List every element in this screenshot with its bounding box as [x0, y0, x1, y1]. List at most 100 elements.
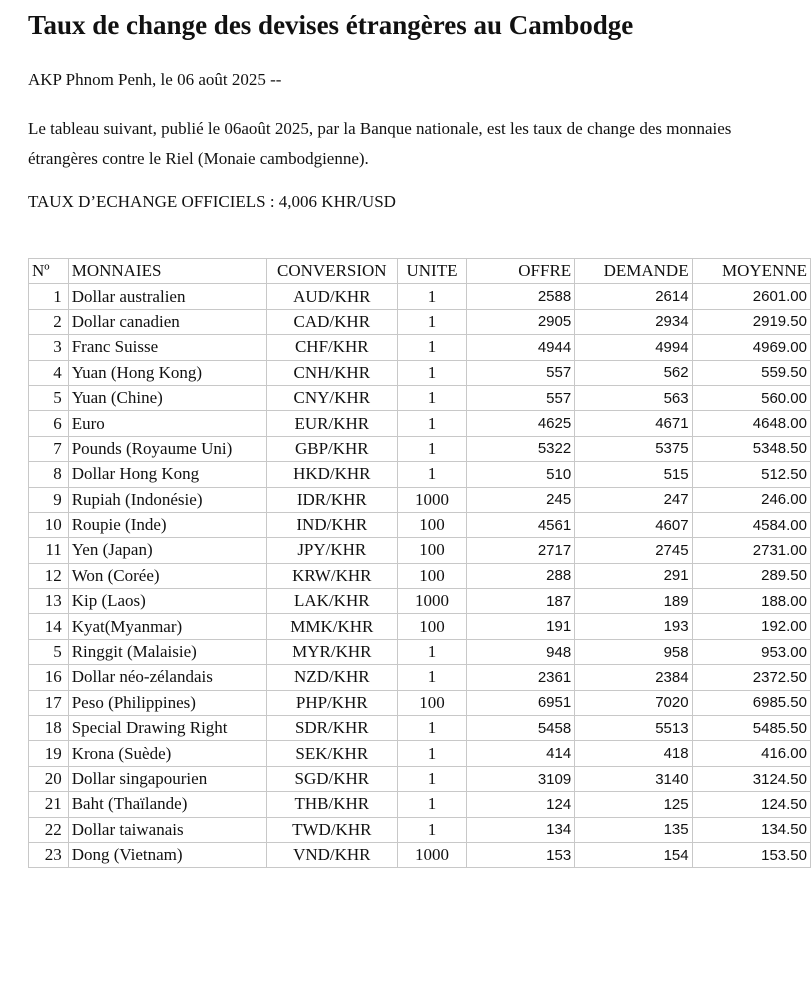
cell-unit: 100: [396, 562, 468, 590]
cell-offer: 124: [466, 791, 576, 818]
cell-currency-name: Yuan (Chine): [67, 384, 267, 412]
table-row: 21 Baht (Thaïlande) THB/KHR 1 124 125 124.50: [28, 791, 811, 818]
cell-row-number: 6: [28, 410, 69, 437]
cell-average: 3124.50: [691, 765, 811, 793]
cell-unit: 1000: [396, 486, 468, 513]
dateline: AKP Phnom Penh, le 06 août 2025 --: [28, 70, 282, 89]
cell-currency-name: Kip (Laos): [67, 588, 267, 615]
cell-unit: 100: [396, 511, 468, 539]
table-row: 18 Special Drawing Right SDR/KHR 1 5458 5513 5…: [28, 715, 811, 742]
table-row: 17 Peso (Philippines) PHP/KHR 100 6951 7020 69…: [28, 689, 811, 717]
cell-demand: 7020: [574, 689, 693, 717]
cell-row-number: 2: [28, 308, 69, 336]
cell-unit: 100: [396, 613, 468, 640]
cell-offer: 2717: [466, 537, 576, 564]
cell-demand: 562: [574, 359, 693, 386]
cell-offer: 5458: [466, 715, 576, 742]
cell-unit: 1: [396, 715, 468, 742]
exchange-rate-table: Nº MONNAIES CONVERSION UNITE OFFRE DEMANDE MOY…: [28, 257, 811, 869]
cell-conversion: TWD/KHR: [265, 816, 398, 843]
cell-currency-name: Euro: [67, 410, 267, 437]
cell-offer: 4625: [466, 410, 576, 437]
cell-demand: 125: [574, 791, 693, 818]
cell-offer: 288: [466, 562, 576, 590]
cell-average: 2372.50: [691, 664, 811, 691]
cell-average: 5348.50: [691, 435, 811, 463]
cell-currency-name: Dollar néo-zélandais: [67, 664, 267, 691]
cell-conversion: NZD/KHR: [265, 664, 398, 691]
cell-offer: 153: [466, 841, 576, 869]
cell-currency-name: Ringgit (Malaisie): [67, 638, 267, 666]
cell-unit: 1: [396, 461, 468, 488]
cell-row-number: 7: [28, 435, 69, 463]
table-row: 9 Rupiah (Indonésie) IDR/KHR 1000 245 247 246.…: [28, 486, 811, 513]
column-header-offer: OFFRE: [466, 257, 576, 285]
cell-conversion: CNH/KHR: [265, 359, 398, 386]
cell-currency-name: Yuan (Hong Kong): [67, 359, 267, 386]
cell-average: 2601.00: [691, 283, 811, 310]
column-header-currency-name: MONNAIES: [67, 257, 267, 285]
cell-unit: 1: [396, 384, 468, 412]
cell-unit: 1: [396, 283, 468, 310]
cell-conversion: KRW/KHR: [265, 562, 398, 590]
cell-row-number: 12: [28, 562, 69, 590]
cell-demand: 563: [574, 384, 693, 412]
table-row: 11 Yen (Japan) JPY/KHR 100 2717 2745 2731.00: [28, 537, 811, 564]
cell-unit: 1: [396, 765, 468, 793]
cell-demand: 4994: [574, 334, 693, 361]
cell-row-number: 3: [28, 334, 69, 361]
cell-conversion: THB/KHR: [265, 791, 398, 818]
cell-conversion: SDR/KHR: [265, 715, 398, 742]
cell-conversion: VND/KHR: [265, 841, 398, 869]
cell-unit: 1: [396, 410, 468, 437]
cell-average: 953.00: [691, 638, 811, 666]
cell-currency-name: Baht (Thaïlande): [67, 791, 267, 818]
table-row: 16 Dollar néo-zélandais NZD/KHR 1 2361 2384 23…: [28, 664, 811, 691]
cell-conversion: LAK/KHR: [265, 588, 398, 615]
cell-average: 512.50: [691, 461, 811, 488]
cell-offer: 557: [466, 384, 576, 412]
table-row: 10 Roupie (Inde) IND/KHR 100 4561 4607 4584.00: [28, 511, 811, 539]
cell-offer: 134: [466, 816, 576, 843]
cell-average: 134.50: [691, 816, 811, 843]
table-row: 5 Ringgit (Malaisie) MYR/KHR 1 948 958 953.00: [28, 638, 811, 666]
cell-row-number: 8: [28, 461, 69, 488]
cell-row-number: 10: [28, 511, 69, 539]
cell-currency-name: Dollar Hong Kong: [67, 461, 267, 488]
cell-currency-name: Won (Corée): [67, 562, 267, 590]
cell-conversion: CAD/KHR: [265, 308, 398, 336]
cell-row-number: 22: [28, 816, 69, 843]
cell-currency-name: Kyat(Myanmar): [67, 613, 267, 640]
cell-offer: 414: [466, 740, 576, 767]
table-row: 4 Yuan (Hong Kong) CNH/KHR 1 557 562 559.50: [28, 359, 811, 386]
table-row: 13 Kip (Laos) LAK/KHR 1000 187 189 188.00: [28, 588, 811, 615]
cell-row-number: 18: [28, 715, 69, 742]
cell-average: 416.00: [691, 740, 811, 767]
cell-row-number: 13: [28, 588, 69, 615]
table-row: 8 Dollar Hong Kong HKD/KHR 1 510 515 512.50: [28, 461, 811, 488]
cell-demand: 135: [574, 816, 693, 843]
table-header-row: Nº MONNAIES CONVERSION UNITE OFFRE DEMANDE MOY…: [28, 257, 811, 285]
cell-row-number: 23: [28, 841, 69, 869]
cell-unit: 1: [396, 334, 468, 361]
cell-row-number: 11: [28, 537, 69, 564]
cell-offer: 510: [466, 461, 576, 488]
intro-paragraph: Le tableau suivant, publié le 06août 202…: [28, 119, 732, 168]
cell-conversion: JPY/KHR: [265, 537, 398, 564]
cell-row-number: 14: [28, 613, 69, 640]
column-header-conversion: CONVERSION: [265, 257, 398, 285]
cell-demand: 4607: [574, 511, 693, 539]
cell-currency-name: Rupiah (Indonésie): [67, 486, 267, 513]
cell-average: 4969.00: [691, 334, 811, 361]
cell-currency-name: Roupie (Inde): [67, 511, 267, 539]
cell-unit: 1000: [396, 841, 468, 869]
cell-conversion: EUR/KHR: [265, 410, 398, 437]
cell-currency-name: Krona (Suède): [67, 740, 267, 767]
cell-demand: 3140: [574, 765, 693, 793]
cell-average: 246.00: [691, 486, 811, 513]
cell-currency-name: Dollar canadien: [67, 308, 267, 336]
cell-demand: 193: [574, 613, 693, 640]
cell-average: 5485.50: [691, 715, 811, 742]
cell-row-number: 17: [28, 689, 69, 717]
cell-currency-name: Pounds (Royaume Uni): [67, 435, 267, 463]
